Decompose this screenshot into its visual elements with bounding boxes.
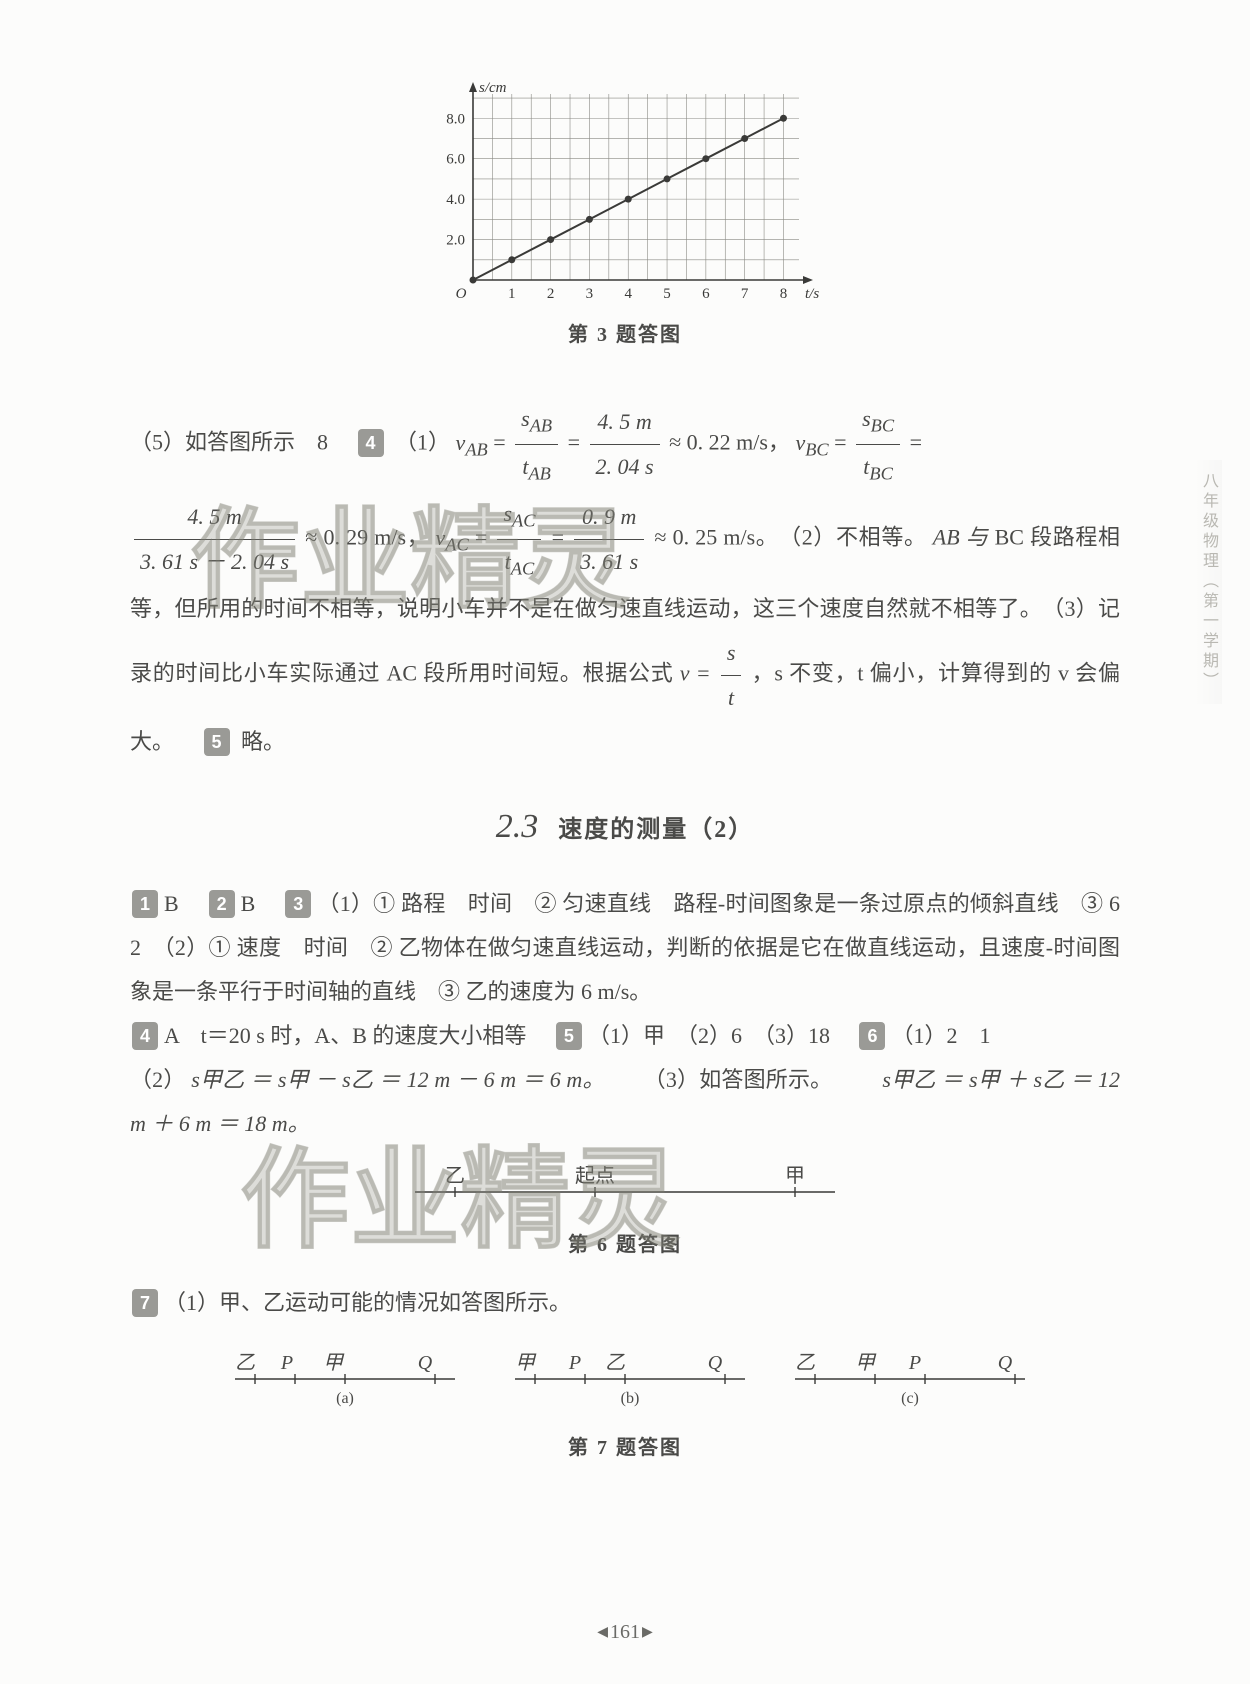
- svg-text:1: 1: [508, 286, 516, 302]
- qnum-6b: 6: [859, 1022, 885, 1050]
- svg-text:(c): (c): [901, 1390, 919, 1407]
- q4-1: （1）: [395, 430, 450, 455]
- v-eq: v =: [680, 661, 717, 686]
- svg-text:Q: Q: [418, 1352, 433, 1374]
- diagram-q7: 乙 P 甲 Q (a) 甲 P 乙 Q (b) 乙 甲 P Q (c) 第 7 题答图: [130, 1345, 1120, 1460]
- svg-text:P: P: [908, 1352, 921, 1374]
- d6-caption: 第 6 题答图: [568, 1228, 682, 1257]
- qnum-5b: 5: [556, 1022, 582, 1050]
- page-number: ◀161▶: [0, 1621, 1250, 1644]
- v-ac: vAC: [436, 525, 469, 550]
- answer-block-1: （5）如答图所示 8 4 （1） vAB = sAB tAB = 4. 5 m …: [130, 397, 1120, 764]
- svg-text:2: 2: [547, 286, 555, 302]
- svg-text:t/s: t/s: [805, 286, 819, 302]
- svg-text:甲: 甲: [785, 1166, 805, 1187]
- chart-svg: 1 2 3 4 5 6 7 8 2.0 4.0 6.0 8.0 Os/cm t/s: [415, 80, 835, 310]
- svg-text:s/cm: s/cm: [479, 80, 507, 96]
- q3b: （1）① 路程 时间 ② 匀速直线 路程-时间图象是一条过原点的倾斜直线 ③ 6…: [130, 891, 1142, 1004]
- line2-tail: ≈ 0. 25 m/s。 （2）不相等。: [654, 525, 926, 550]
- v-bc: vBC: [795, 430, 828, 455]
- qnum-5: 5: [204, 728, 230, 756]
- svg-text:P: P: [568, 1352, 581, 1374]
- v-ab: vAB: [456, 430, 488, 455]
- q2b: B: [241, 891, 256, 916]
- ab-tail: AB 与: [933, 525, 989, 550]
- svg-text:起点: 起点: [575, 1166, 615, 1187]
- svg-text:8: 8: [780, 286, 788, 302]
- svg-text:3: 3: [586, 286, 594, 302]
- chart-caption: 第 3 题答图: [568, 318, 682, 347]
- approx1: ≈ 0. 22 m/s，: [669, 430, 790, 455]
- q5-txt: 略。: [241, 729, 285, 754]
- svg-text:(a): (a): [336, 1390, 354, 1407]
- svg-text:乙: 乙: [605, 1352, 625, 1374]
- svg-text:8.0: 8.0: [446, 111, 465, 127]
- diagram-q6: 乙 起点 甲 第 6 题答图: [130, 1166, 1120, 1257]
- frac-4-5-2-04: 4. 5 m 2. 04 s: [590, 400, 660, 489]
- svg-text:2.0: 2.0: [446, 233, 465, 249]
- svg-text:4.0: 4.0: [446, 192, 465, 208]
- svg-text:O: O: [456, 286, 467, 302]
- answer-block-3: 7（1）甲、乙运动可能的情况如答图所示。: [130, 1281, 1120, 1325]
- svg-text:5: 5: [663, 286, 671, 302]
- qnum-4: 4: [358, 429, 384, 457]
- qnum-4b: 4: [132, 1022, 158, 1050]
- answer-block-2: 1B 2B 3（1）① 路程 时间 ② 匀速直线 路程-时间图象是一条过原点的倾…: [130, 882, 1120, 1146]
- svg-text:Q: Q: [998, 1352, 1013, 1374]
- q7b: （1）甲、乙运动可能的情况如答图所示。: [164, 1290, 571, 1315]
- q6-eq: s甲乙 ＝ s甲 － s乙 ＝ 12 m － 6 m ＝ 6 m。: [191, 1067, 604, 1092]
- d7-svg: 乙 P 甲 Q (a) 甲 P 乙 Q (b) 乙 甲 P Q (c): [215, 1345, 1035, 1425]
- frac-line2: 4. 5 m 3. 61 s － 2. 04 s: [134, 495, 295, 584]
- tri-right-icon: ▶: [642, 1625, 653, 1640]
- svg-text:甲: 甲: [515, 1352, 537, 1374]
- q4b: A t＝20 s 时，A、B 的速度大小相等: [164, 1023, 526, 1048]
- line2-mid: ≈ 0. 29 m/s，: [305, 525, 429, 550]
- d6-svg: 乙 起点 甲: [395, 1166, 855, 1222]
- qnum-2b: 2: [209, 890, 235, 918]
- q6-2a: （2）: [130, 1067, 186, 1092]
- svg-text:6: 6: [702, 286, 710, 302]
- side-tab: 八年级物理（第一学期）: [1194, 460, 1222, 704]
- qnum-3b: 3: [285, 890, 311, 918]
- section-2-3: 2.3 速度的测量（2）: [130, 808, 1120, 846]
- svg-text:甲: 甲: [855, 1352, 877, 1374]
- frac-ac2: 0. 9 m 3. 61 s: [574, 495, 644, 584]
- qnum-1b: 1: [132, 890, 158, 918]
- svg-text:(b): (b): [621, 1390, 640, 1407]
- frac-sbc-tbc: sBC tBC: [856, 397, 900, 492]
- svg-text:6.0: 6.0: [446, 152, 465, 168]
- svg-text:乙: 乙: [795, 1352, 815, 1374]
- tri-left-icon: ◀: [597, 1625, 608, 1640]
- section-txt: 速度的测量（2）: [558, 817, 754, 843]
- svg-text:Q: Q: [708, 1352, 723, 1374]
- frac-sac-tac: sAC tAC: [497, 492, 541, 587]
- q1b: B: [164, 891, 179, 916]
- svg-text:甲: 甲: [323, 1352, 345, 1374]
- q6b: （1）2 1: [891, 1023, 990, 1048]
- q6-2b: （3）如答图所示。: [655, 1067, 833, 1092]
- chart-q3: 1 2 3 4 5 6 7 8 2.0 4.0 6.0 8.0 Os/cm t/s 第 3 题答图: [130, 80, 1120, 347]
- svg-text:乙: 乙: [445, 1166, 465, 1187]
- svg-text:P: P: [280, 1352, 293, 1374]
- d7-caption: 第 7 题答图: [568, 1431, 682, 1460]
- svg-text:7: 7: [741, 286, 749, 302]
- q5b: （1）甲 （2）6 （3）18: [588, 1023, 830, 1048]
- section-num: 2.3: [496, 808, 539, 845]
- svg-text:4: 4: [624, 286, 632, 302]
- svg-text:乙: 乙: [235, 1352, 255, 1374]
- qnum-7b: 7: [132, 1289, 158, 1317]
- frac-s-t: s t: [721, 631, 742, 720]
- frac-sab-tab: sAB tAB: [515, 397, 558, 492]
- q5-prefix: （5）如答图所示 8: [130, 430, 328, 455]
